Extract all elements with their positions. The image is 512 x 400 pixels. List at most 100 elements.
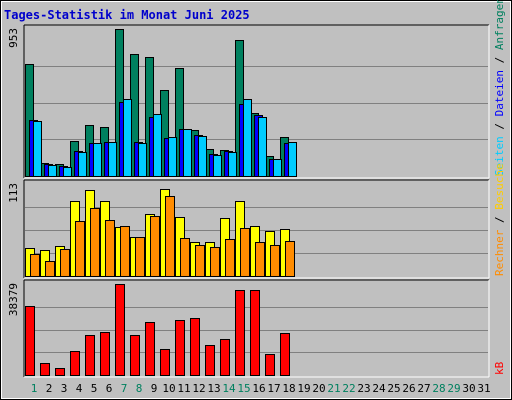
bar-kb-day-11 xyxy=(175,320,185,376)
bar-rechner-day-2 xyxy=(45,261,55,277)
x-tick-label: 5 xyxy=(91,382,98,395)
bar-seiten-day-17 xyxy=(273,159,282,177)
y-max-label: 38379 xyxy=(7,283,20,316)
x-tick-label: 27 xyxy=(417,382,430,395)
x-tick-label: 16 xyxy=(252,382,265,395)
chart-title: Tages-Statistik im Monat Juni 2025 xyxy=(4,8,250,22)
x-tick-label: 23 xyxy=(357,382,370,395)
bar-seiten-day-14 xyxy=(228,152,237,177)
bar-kb-day-4 xyxy=(70,351,80,376)
legend-part: / xyxy=(493,210,506,230)
bar-kb-day-9 xyxy=(145,322,155,376)
x-tick-label: 11 xyxy=(177,382,190,395)
series-legend-bottom: kB xyxy=(493,361,506,375)
bar-kb-day-12 xyxy=(190,318,200,376)
bar-seiten-day-1 xyxy=(33,121,42,177)
bar-kb-day-7 xyxy=(115,284,125,376)
bar-rechner-day-3 xyxy=(60,249,70,277)
bar-seiten-day-15 xyxy=(243,99,252,177)
bar-rechner-day-15 xyxy=(240,228,250,277)
x-tick-label: 7 xyxy=(121,382,128,395)
x-tick-label: 18 xyxy=(282,382,295,395)
bar-seiten-day-18 xyxy=(288,142,297,177)
bar-kb-day-3 xyxy=(55,368,65,376)
panels-group: 953 Seiten / Dateien / Anfragen 113 Rechner… xyxy=(7,0,506,378)
bar-kb-day-17 xyxy=(265,354,275,376)
x-tick-label: 1 xyxy=(31,382,38,395)
legend-part: kB xyxy=(493,361,506,375)
x-tick-label: 29 xyxy=(447,382,460,395)
panel-middle: 113 Rechner / Besuche xyxy=(7,163,506,279)
x-tick-label: 6 xyxy=(106,382,113,395)
bar-rechner-day-14 xyxy=(225,239,235,277)
x-tick-label: 21 xyxy=(327,382,340,395)
x-tick-label: 14 xyxy=(222,382,236,395)
legend-part: Seiten xyxy=(493,136,506,176)
series-legend-top: Seiten / Dateien / Anfragen xyxy=(493,0,506,176)
bar-seiten-day-4 xyxy=(78,152,87,177)
bar-kb-day-18 xyxy=(280,333,290,376)
legend-part: / xyxy=(493,116,506,136)
x-tick-label: 26 xyxy=(402,382,415,395)
bar-kb-day-16 xyxy=(250,290,260,376)
bar-rechner-day-8 xyxy=(135,237,145,277)
x-tick-label: 20 xyxy=(312,382,325,395)
bar-seiten-day-16 xyxy=(258,117,267,177)
x-tick-label: 22 xyxy=(342,382,355,395)
x-tick-label: 15 xyxy=(237,382,250,395)
bar-rechner-day-1 xyxy=(30,254,40,277)
bar-kb-day-2 xyxy=(40,363,50,376)
panel-top: 953 Seiten / Dateien / Anfragen xyxy=(7,0,506,179)
bar-seiten-day-6 xyxy=(108,142,117,177)
bar-kb-day-14 xyxy=(220,339,230,376)
panel-bottom: 38379 kB xyxy=(7,279,506,378)
y-max-label: 113 xyxy=(7,183,20,203)
bar-kb-day-5 xyxy=(85,335,95,376)
bar-seiten-day-2 xyxy=(48,165,57,177)
bar-rechner-day-13 xyxy=(210,247,220,277)
x-tick-label: 13 xyxy=(207,382,220,395)
bar-kb-day-1 xyxy=(25,306,35,376)
bar-rechner-day-6 xyxy=(105,220,115,277)
x-tick-label: 12 xyxy=(192,382,205,395)
bar-rechner-day-12 xyxy=(195,245,205,277)
bar-rechner-day-5 xyxy=(90,208,100,277)
x-tick-label: 9 xyxy=(151,382,158,395)
x-tick-label: 3 xyxy=(61,382,68,395)
x-axis-labels: 1 2 3 4 5 6 7 8 9 10 11 12 13 14 15 16 17 18 19 20 21 22 23 24 2… xyxy=(31,382,491,395)
bar-seiten-day-9 xyxy=(153,114,162,177)
legend-part: Anfragen xyxy=(493,0,506,50)
bar-seiten-day-10 xyxy=(168,137,177,177)
x-tick-label: 17 xyxy=(267,382,280,395)
x-tick-label: 25 xyxy=(387,382,400,395)
bar-kb-day-13 xyxy=(205,345,215,376)
x-tick-label: 2 xyxy=(46,382,53,395)
bar-rechner-day-17 xyxy=(270,245,280,277)
bar-seiten-day-12 xyxy=(198,136,207,177)
legend-part: Rechner xyxy=(493,229,506,276)
legend-part: / xyxy=(493,50,506,70)
x-tick-label: 19 xyxy=(297,382,310,395)
y-max-label: 953 xyxy=(7,28,20,48)
bar-kb-day-10 xyxy=(160,349,170,376)
bar-seiten-day-13 xyxy=(213,155,222,177)
x-tick-label: 24 xyxy=(372,382,386,395)
bar-seiten-day-8 xyxy=(138,143,147,177)
bar-rechner-day-9 xyxy=(150,216,160,277)
x-tick-label: 30 xyxy=(462,382,475,395)
x-tick-label: 4 xyxy=(76,382,83,395)
x-tick-label: 28 xyxy=(432,382,445,395)
series-legend-middle: Rechner / Besuche xyxy=(493,163,506,276)
bar-rechner-day-7 xyxy=(120,226,130,277)
bar-seiten-day-7 xyxy=(123,99,132,177)
bar-kb-day-15 xyxy=(235,290,245,376)
bar-rechner-day-4 xyxy=(75,221,85,277)
x-tick-label: 10 xyxy=(162,382,175,395)
bar-rechner-day-10 xyxy=(165,196,175,277)
legend-part: Besuche xyxy=(493,163,506,209)
bar-seiten-day-5 xyxy=(93,143,102,177)
x-tick-label: 31 xyxy=(477,382,490,395)
bar-rechner-day-11 xyxy=(180,238,190,277)
